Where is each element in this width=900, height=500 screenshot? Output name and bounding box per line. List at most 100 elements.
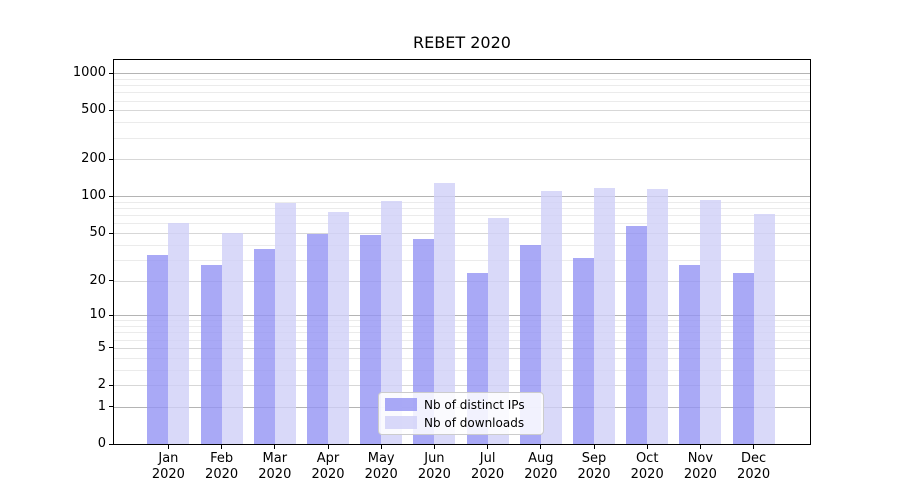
gridline-y-200 (114, 159, 810, 161)
x-tick-label-jul: Jul 2020 (461, 451, 515, 482)
bar-distinct-ips-feb (200, 265, 222, 444)
gridline-minor-y-600 (114, 100, 810, 102)
y-tick-label-1000: 1000 (72, 65, 106, 81)
y-tick-label-2: 2 (97, 377, 106, 392)
x-tick-aug (540, 445, 542, 449)
x-tick-label-month-jul: Jul (479, 451, 496, 466)
bar-distinct-ips-may (360, 235, 382, 444)
x-tick-label-jun: Jun 2020 (407, 451, 461, 482)
gridline-minor-y-6 (114, 339, 810, 341)
gridline-minor-y-70 (114, 215, 810, 217)
y-tick-label-20: 20 (89, 272, 106, 288)
bar-distinct-ips-nov (679, 265, 701, 444)
x-tick-label-month-oct: Oct (635, 451, 659, 466)
x-tick-jun (433, 445, 435, 449)
gridline-y-100 (114, 196, 810, 198)
bar-distinct-ips-dec (732, 273, 754, 444)
x-tick-label-year-apr: 2020 (311, 466, 345, 482)
gridline-minor-y-9 (114, 320, 810, 322)
bar-downloads-jul (487, 217, 509, 444)
gridline-minor-y-40 (114, 244, 810, 246)
chart-title: REBET 2020 (413, 33, 511, 52)
gridline-minor-y-30 (114, 259, 810, 261)
x-tick-apr (327, 445, 329, 449)
x-tick-label-dec: Dec 2020 (727, 451, 781, 482)
bar-downloads-dec (753, 213, 775, 444)
legend-label-downloads: Nb of downloads (424, 415, 525, 430)
bar-distinct-ips-mar (253, 248, 275, 444)
x-tick-nov (699, 445, 701, 449)
x-tick-label-year-mar: 2020 (258, 466, 292, 482)
gridline-y-1000 (114, 73, 810, 75)
x-tick-label-month-nov: Nov (687, 451, 714, 466)
gridline-minor-y-900 (114, 78, 810, 80)
x-tick-label-year-feb: 2020 (205, 466, 239, 482)
bar-downloads-oct (647, 188, 669, 444)
x-tick-label-oct: Oct 2020 (620, 451, 674, 482)
bar-distinct-ips-apr (307, 234, 328, 444)
bar-downloads-aug (540, 191, 562, 444)
gridline-y-50 (114, 233, 810, 234)
bar-downloads-sep (594, 187, 615, 444)
x-tick-label-nov: Nov 2020 (673, 451, 727, 482)
gridline-minor-y-3 (114, 369, 810, 371)
gridline-minor-y-90 (114, 201, 810, 203)
gridline-minor-y-300 (114, 137, 810, 139)
bar-downloads-may (381, 201, 403, 444)
bar-distinct-ips-sep (573, 258, 594, 444)
legend-label-distinct-ips: Nb of distinct IPs (424, 397, 525, 412)
x-tick-label-jan: Jan 2020 (141, 451, 195, 482)
bar-downloads-apr (328, 212, 349, 444)
x-tick-jul (487, 445, 489, 449)
gridline-minor-y-8 (114, 326, 810, 328)
x-tick-label-may: May 2020 (354, 451, 408, 482)
x-tick-label-month-feb: Feb (210, 451, 234, 466)
x-tick-jan (167, 445, 169, 449)
gridline-y-500 (114, 110, 810, 112)
x-tick-label-month-dec: Dec (741, 451, 767, 466)
x-tick-label-year-sep: 2020 (577, 466, 611, 482)
x-tick-label-year-nov: 2020 (683, 466, 717, 482)
plot-area (113, 59, 811, 445)
legend-item-downloads: Nb of downloads (385, 414, 537, 431)
y-tick-label-50: 50 (89, 225, 106, 240)
x-tick-label-sep: Sep 2020 (567, 451, 621, 482)
legend: Nb of distinct IPs Nb of downloads (378, 392, 544, 435)
gridline-y-2 (114, 385, 810, 386)
x-tick-label-month-sep: Sep (581, 451, 607, 466)
bar-downloads-mar (274, 202, 296, 444)
gridline-minor-y-60 (114, 223, 810, 225)
x-tick-label-apr: Apr 2020 (301, 451, 355, 482)
x-tick-label-year-aug: 2020 (524, 466, 558, 482)
bar-downloads-feb (221, 233, 243, 444)
x-tick-label-month-aug: Aug (528, 451, 554, 466)
x-tick-label-month-jun: Jun (424, 451, 445, 466)
x-tick-label-year-jul: 2020 (471, 466, 505, 482)
x-tick-label-month-apr: Apr (316, 451, 340, 466)
x-tick-label-year-may: 2020 (364, 466, 398, 482)
x-tick-label-year-jan: 2020 (151, 466, 185, 482)
x-tick-feb (221, 445, 223, 449)
y-tick-label-1: 1 (97, 398, 106, 414)
y-tick-label-0: 0 (97, 436, 106, 451)
bar-distinct-ips-oct (626, 226, 648, 444)
x-tick-may (380, 445, 382, 449)
y-tick-label-5: 5 (97, 339, 106, 355)
legend-swatch-downloads (385, 416, 417, 429)
x-tick-label-month-jan: Jan (158, 451, 179, 466)
bar-distinct-ips-jan (147, 254, 169, 444)
x-tick-label-feb: Feb 2020 (195, 451, 249, 482)
x-tick-label-month-mar: Mar (262, 451, 288, 466)
y-tick-label-10: 10 (89, 307, 106, 323)
x-tick-mar (274, 445, 276, 449)
bar-downloads-jun (434, 183, 456, 444)
x-tick-label-aug: Aug 2020 (514, 451, 568, 482)
gridline-minor-y-7 (114, 332, 810, 334)
y-tick-label-500: 500 (81, 102, 106, 118)
gridline-y-20 (114, 280, 810, 282)
x-tick-sep (593, 445, 595, 449)
gridline-y-5 (114, 347, 810, 349)
x-tick-label-mar: Mar 2020 (248, 451, 302, 482)
x-tick-label-year-oct: 2020 (630, 466, 664, 482)
x-tick-label-year-jun: 2020 (417, 466, 451, 482)
